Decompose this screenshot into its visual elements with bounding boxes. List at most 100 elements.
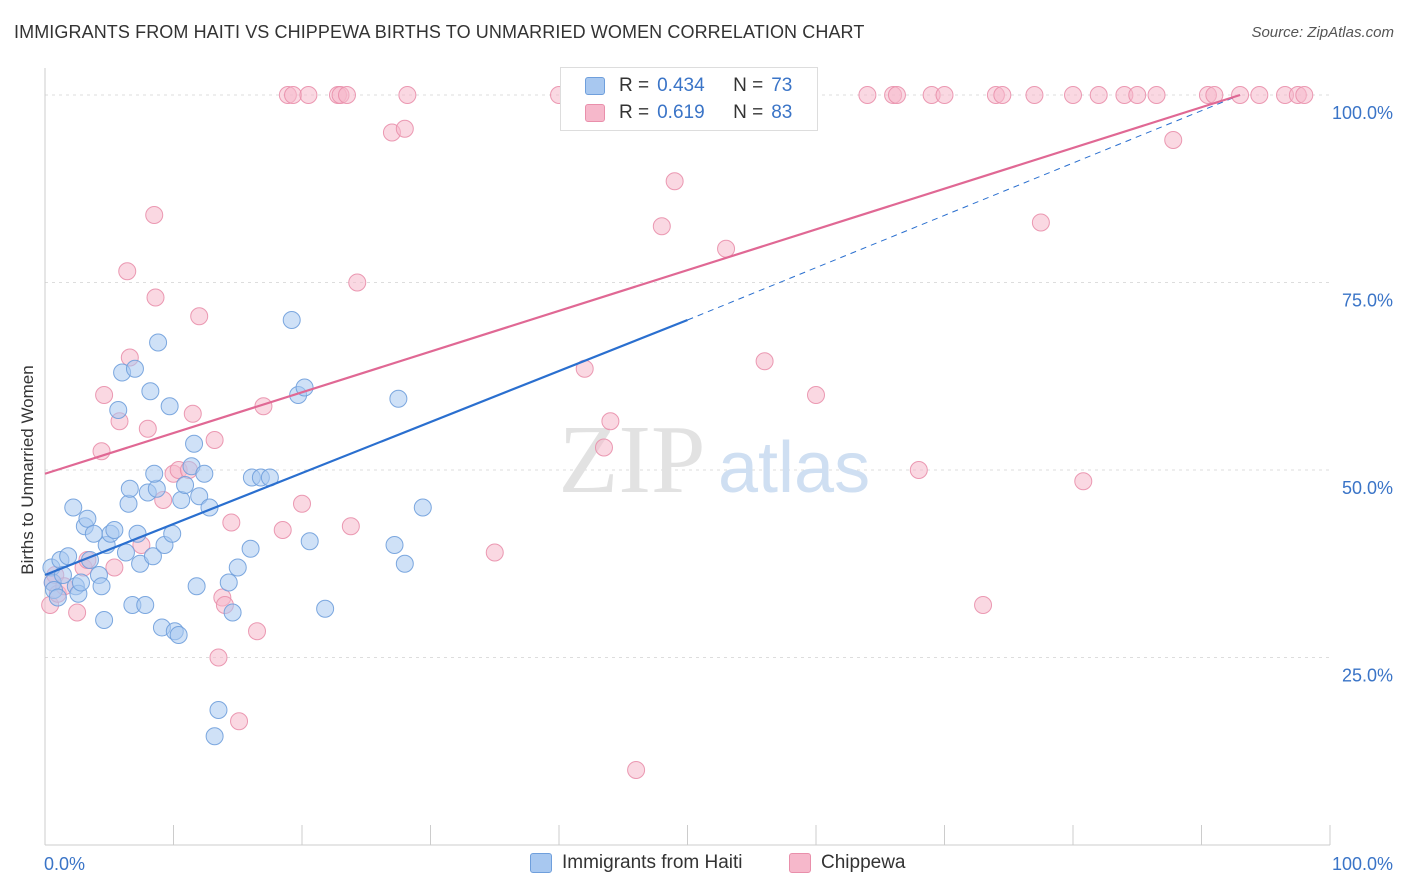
chippewa-point	[1164, 131, 1183, 149]
legend-label-haiti: Immigrants from Haiti	[562, 852, 743, 873]
r-label: R =	[619, 102, 650, 123]
chippewa-point	[1295, 86, 1314, 104]
legend-swatch-blue	[530, 853, 552, 873]
r-value: 0.434	[657, 75, 705, 96]
haiti-point	[160, 397, 179, 416]
y-tick-label: 50.0%	[1342, 478, 1393, 498]
haiti-point	[143, 547, 162, 566]
haiti-point	[228, 558, 247, 577]
haiti-point	[105, 521, 124, 539]
haiti-point	[71, 573, 90, 592]
chippewa-point	[273, 521, 292, 539]
chippewa-point	[717, 239, 736, 258]
chippewa-point	[105, 558, 124, 577]
chippewa-point	[398, 86, 417, 104]
chippewa-point	[1031, 213, 1050, 232]
chippewa-point	[665, 172, 684, 191]
chippewa-point	[341, 517, 360, 536]
chippewa-point	[858, 86, 877, 104]
haiti-point	[413, 498, 432, 517]
stats-legend: R = 0.434 N = 73 R = 0.619 N = 83	[560, 67, 818, 131]
haiti-point	[190, 487, 209, 506]
legend-label-chippewa: Chippewa	[821, 852, 906, 873]
haiti-point	[48, 588, 67, 607]
haiti-point	[59, 547, 78, 566]
watermark-atlas: atlas	[718, 428, 870, 508]
chippewa-point	[299, 86, 318, 104]
r-label: R =	[619, 75, 650, 96]
chippewa-point	[993, 86, 1012, 104]
haiti-point	[64, 498, 83, 517]
chippewa-point	[1250, 86, 1269, 104]
chippewa-point	[205, 431, 224, 449]
haiti-trend-extension	[687, 94, 1241, 321]
haiti-point	[389, 389, 408, 408]
haiti-point	[109, 401, 128, 419]
legend-item-haiti[interactable]: Immigrants from Haiti	[530, 852, 743, 874]
chippewa-point	[485, 543, 504, 562]
haiti-point	[241, 539, 260, 558]
haiti-point	[145, 464, 164, 483]
haiti-point	[169, 626, 188, 644]
n-value: 83	[771, 102, 793, 123]
chippewa-point	[1147, 86, 1166, 104]
haiti-point	[172, 491, 191, 509]
haiti-point	[125, 359, 144, 378]
chart-title: IMMIGRANTS FROM HAITI VS CHIPPEWA BIRTHS…	[14, 22, 865, 42]
n-value: 73	[771, 75, 793, 96]
chippewa-point	[755, 352, 774, 371]
haiti-point	[53, 566, 72, 584]
haiti-point	[120, 479, 139, 498]
watermark-zip: ZIP	[559, 406, 706, 514]
haiti-points	[42, 311, 432, 746]
haiti-point	[209, 701, 228, 719]
haiti-point	[78, 509, 97, 528]
legend-swatch-pink	[585, 104, 605, 122]
haiti-point	[116, 543, 135, 562]
chippewa-point	[146, 288, 165, 307]
haiti-point	[300, 532, 319, 551]
chippewa-point	[594, 438, 613, 457]
haiti-point	[92, 577, 111, 596]
haiti-point	[95, 611, 114, 629]
y-tick-label: 25.0%	[1342, 666, 1393, 686]
chippewa-point	[209, 648, 228, 667]
haiti-point	[176, 476, 195, 494]
stats-legend-row-chippewa: R = 0.619 N = 83	[585, 100, 792, 126]
y-axis-label: Births to Unmarried Women	[18, 365, 37, 575]
chippewa-point	[248, 622, 267, 641]
y-tick-label: 75.0%	[1342, 291, 1393, 311]
chippewa-point	[284, 86, 303, 104]
chippewa-point	[935, 86, 954, 104]
chippewa-point	[1074, 472, 1093, 491]
x-tick-label-max: 100.0%	[1332, 854, 1393, 874]
haiti-point	[385, 536, 404, 554]
chippewa-point	[68, 603, 87, 622]
chippewa-point	[652, 217, 671, 236]
haiti-point	[119, 494, 138, 513]
chippewa-point	[183, 404, 202, 423]
stats-legend-row-haiti: R = 0.434 N = 73	[585, 73, 792, 99]
axes	[44, 68, 1331, 846]
chippewa-point	[601, 412, 620, 431]
legend-item-chippewa[interactable]: Chippewa	[789, 852, 906, 874]
chippewa-point	[909, 461, 928, 479]
haiti-trend-line	[44, 318, 688, 577]
n-label: N =	[733, 102, 764, 123]
trend-lines	[44, 93, 1241, 577]
chippewa-point	[138, 419, 157, 438]
tick-labels: 25.0% 50.0% 75.0% 100.0% 0.0% 100.0%	[44, 103, 1393, 874]
x-tick-label-min: 0.0%	[44, 854, 85, 874]
chippewa-point	[348, 273, 367, 292]
chippewa-point	[95, 386, 114, 404]
chippewa-point	[1089, 86, 1108, 104]
chippewa-point	[887, 86, 906, 104]
n-label: N =	[733, 75, 764, 96]
chippewa-point	[395, 119, 414, 138]
y-tick-label: 100.0%	[1332, 103, 1393, 123]
chippewa-point	[337, 86, 356, 104]
chippewa-point	[807, 386, 825, 404]
haiti-point	[282, 311, 301, 329]
haiti-point	[316, 599, 335, 618]
